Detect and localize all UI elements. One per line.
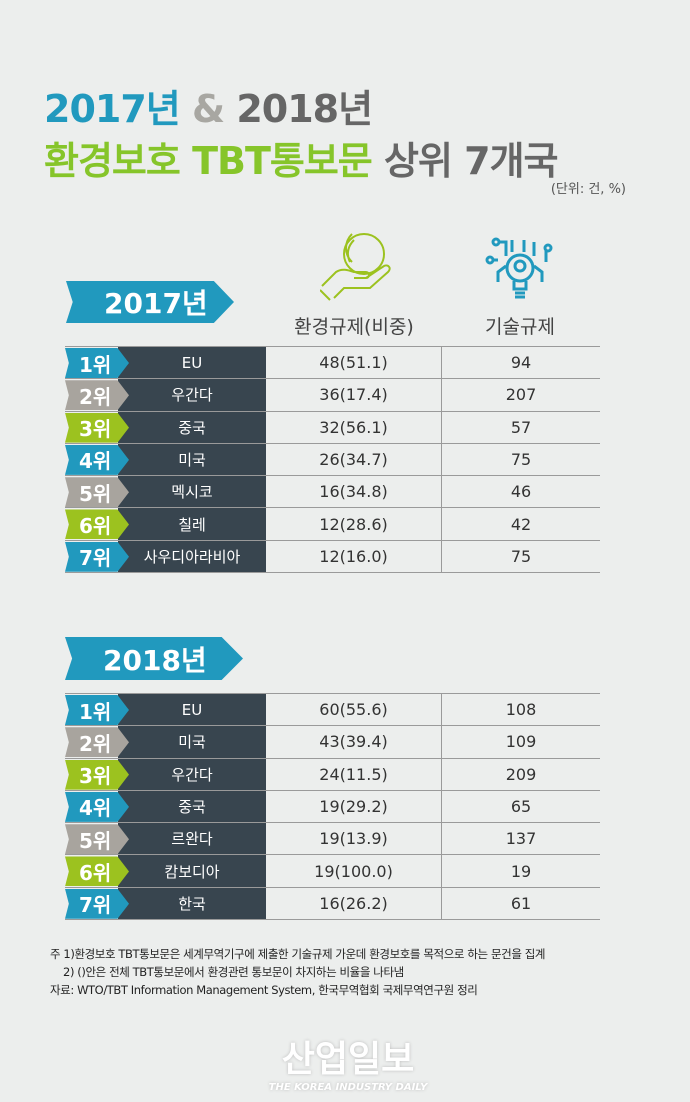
logo-english: THE KOREA INDUSTRY DAILY xyxy=(268,1082,428,1093)
env-cell: 16(26.2) xyxy=(266,887,442,920)
tech-cell: 109 xyxy=(505,732,537,752)
tech-cell: 42 xyxy=(510,514,532,534)
country-cell: 미국 xyxy=(118,443,266,476)
country-cell: 우간다 xyxy=(118,758,266,790)
table-row: 7위 한국 16(26.2) 61 xyxy=(65,887,600,921)
footnote-2: 2) ()안은 전체 TBT통보문에서 환경관련 통보문이 차지하는 비율을 나… xyxy=(50,965,404,979)
tech-cell: 75 xyxy=(510,450,532,470)
env-cell: 19(29.2) xyxy=(266,790,442,823)
column-header-tech: 기술규제 xyxy=(485,316,555,338)
table-2018: 1위 EU 60(55.6) 108 2위 미국 43(39.4) 109 3위 우… xyxy=(65,693,600,921)
watermark-logo: 산업일보 THE KOREA INDUSTRY DAILY xyxy=(268,1030,428,1093)
env-cell: 12(16.0) xyxy=(266,540,442,573)
env-cell: 32(56.1) xyxy=(266,411,442,443)
table-row: 3위 중국 32(56.1) 57 xyxy=(65,411,600,444)
rank-badge: 4위 xyxy=(65,791,129,822)
tech-cell: 75 xyxy=(510,546,532,566)
table-row: 4위 중국 19(29.2) 65 xyxy=(65,790,600,824)
tech-cell: 46 xyxy=(510,482,532,502)
rank-badge: 3위 xyxy=(65,412,129,443)
lightbulb-circuit-icon xyxy=(485,237,553,299)
tech-cell: 137 xyxy=(505,829,537,849)
rank-badge: 5위 xyxy=(65,477,129,508)
country-cell: 르완다 xyxy=(118,823,266,855)
source-note: 자료: WTO/TBT Information Management Syste… xyxy=(50,983,478,997)
country-cell: 중국 xyxy=(118,411,266,443)
tech-cell: 65 xyxy=(510,797,532,817)
country-cell: 미국 xyxy=(118,726,266,758)
rank-badge: 7위 xyxy=(65,888,129,919)
rank-badge: 7위 xyxy=(65,541,129,572)
table-row: 5위 르완다 19(13.9) 137 xyxy=(65,823,600,856)
tech-cell: 209 xyxy=(505,764,537,784)
footnote-1: 주 1)환경보호 TBT통보문은 세계무역기구에 제출한 기술규제 가운데 환경… xyxy=(50,947,546,961)
country-cell: 우간다 xyxy=(118,379,266,411)
tech-cell: 94 xyxy=(510,353,532,373)
tech-cell: 19 xyxy=(510,861,532,881)
tech-cell: 108 xyxy=(505,700,537,720)
table-row: 7위 사우디아라비아 12(16.0) 75 xyxy=(65,540,600,574)
rank-badge: 5위 xyxy=(65,824,129,855)
country-cell: EU xyxy=(118,347,266,379)
env-cell: 19(13.9) xyxy=(266,823,442,855)
rank-badge: 1위 xyxy=(65,348,129,378)
rank-badge: 6위 xyxy=(65,856,129,887)
env-cell: 19(100.0) xyxy=(266,855,442,887)
column-header-env: 환경규제(비중) xyxy=(294,316,414,338)
country-cell: 사우디아라비아 xyxy=(118,540,266,573)
env-cell: 24(11.5) xyxy=(266,758,442,790)
hand-globe-leaf-icon xyxy=(320,233,391,301)
table-row: 5위 멕시코 16(34.8) 46 xyxy=(65,476,600,509)
tech-cell: 57 xyxy=(510,417,532,437)
country-cell: 중국 xyxy=(118,790,266,823)
year-badge-2018: 2018년 xyxy=(65,637,243,680)
country-cell: EU xyxy=(118,694,266,726)
rank-badge: 4위 xyxy=(65,444,129,475)
tech-cell: 61 xyxy=(510,893,532,913)
rank-badge: 1위 xyxy=(65,695,129,725)
rank-badge: 2위 xyxy=(65,380,129,411)
env-cell: 60(55.6) xyxy=(266,694,442,726)
env-cell: 43(39.4) xyxy=(266,726,442,758)
year-badge-2017: 2017년 xyxy=(66,281,234,323)
table-row: 1위 EU 48(51.1) 94 xyxy=(65,347,600,380)
table-row: 3위 우간다 24(11.5) 209 xyxy=(65,758,600,791)
table-row: 6위 칠레 12(28.6) 42 xyxy=(65,508,600,541)
title-main: 환경보호 TBT통보문 상위 7개국 xyxy=(44,139,559,183)
rank-badge: 2위 xyxy=(65,727,129,758)
env-cell: 16(34.8) xyxy=(266,476,442,508)
table-row: 2위 미국 43(39.4) 109 xyxy=(65,726,600,759)
tech-cell: 207 xyxy=(505,385,537,405)
country-cell: 칠레 xyxy=(118,508,266,540)
country-cell: 멕시코 xyxy=(118,476,266,508)
table-row: 4위 미국 26(34.7) 75 xyxy=(65,443,600,477)
country-cell: 캄보디아 xyxy=(118,855,266,887)
unit-label: (단위: 건, %) xyxy=(550,182,626,197)
footnotes: 주 1)환경보호 TBT통보문은 세계무역기구에 제출한 기술규제 가운데 환경… xyxy=(50,945,546,999)
rank-badge: 6위 xyxy=(65,509,129,540)
logo-korean: 산업일보 xyxy=(281,1039,415,1080)
env-cell: 48(51.1) xyxy=(266,347,442,379)
title-years: 2017년 & 2018년 xyxy=(44,87,373,131)
table-row: 1위 EU 60(55.6) 108 xyxy=(65,694,600,727)
env-cell: 36(17.4) xyxy=(266,379,442,411)
country-cell: 한국 xyxy=(118,887,266,920)
table-row: 2위 우간다 36(17.4) 207 xyxy=(65,379,600,412)
env-cell: 12(28.6) xyxy=(266,508,442,540)
env-cell: 26(34.7) xyxy=(266,443,442,476)
table-row: 6위 캄보디아 19(100.0) 19 xyxy=(65,855,600,888)
table-2017: 1위 EU 48(51.1) 94 2위 우간다 36(17.4) 207 3위 중… xyxy=(65,346,600,574)
rank-badge: 3위 xyxy=(65,759,129,790)
